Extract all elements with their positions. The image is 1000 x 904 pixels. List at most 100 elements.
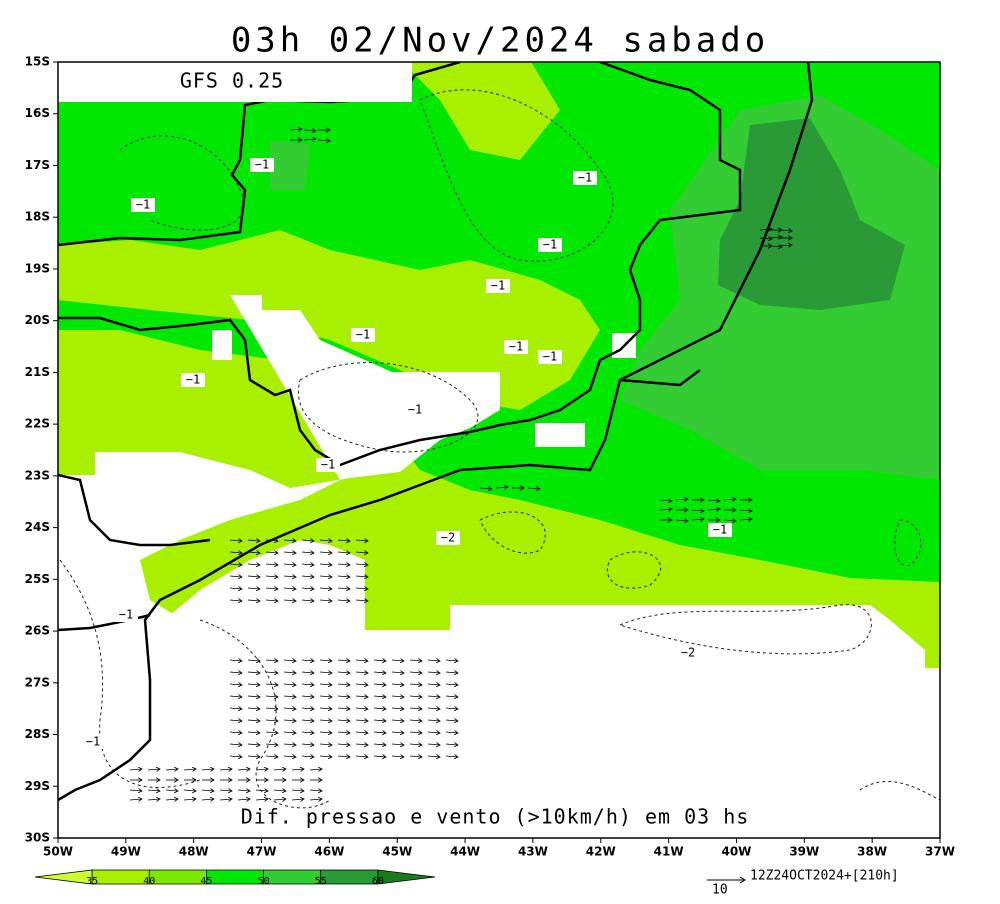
colorbar-segment [206, 869, 264, 885]
land-blank [58, 295, 500, 838]
wind-arrow [265, 576, 278, 577]
wind-arrow [291, 769, 304, 770]
y-tick-label: 27S [25, 675, 50, 689]
wind-arrow [373, 672, 386, 673]
wind-arrow [355, 600, 368, 601]
wind-arrow [337, 696, 350, 697]
y-tick-label: 25S [25, 572, 50, 586]
wind-arrow [337, 744, 350, 745]
contour-label: −1 [186, 373, 200, 387]
wind-arrow [319, 732, 332, 733]
wind-arrow [265, 672, 278, 673]
wind-arrow [355, 696, 368, 697]
map-title: 03h 02/Nov/2024 sabado [231, 21, 769, 61]
wind-arrow [283, 672, 296, 673]
wind-arrow [427, 660, 440, 661]
wind-arrow [409, 744, 422, 745]
wind-arrow [255, 790, 268, 791]
wind-arrow [319, 672, 332, 673]
wind-arrow [265, 564, 278, 565]
wind-arrow [247, 720, 260, 721]
wind-arrow [283, 660, 296, 661]
wind-arrow [147, 790, 160, 791]
wind-arrow [355, 564, 368, 565]
wind-arrow [255, 769, 268, 770]
x-tick-label: 44W [450, 845, 480, 859]
wind-arrow [229, 672, 242, 673]
wind-arrow [283, 720, 296, 721]
contour-label: −1 [356, 328, 370, 342]
colorbar-label: 40 [143, 876, 155, 887]
wind-arrow [265, 708, 278, 709]
wind-arrow [409, 672, 422, 673]
contour-label-box [316, 458, 340, 472]
wind-arrow [319, 660, 332, 661]
wind-arrow [229, 744, 242, 745]
wind-arrow [237, 799, 250, 800]
wind-arrow [229, 540, 242, 541]
wind-arrow [319, 696, 332, 697]
contour-label: −1 [408, 403, 422, 417]
wind-arrow [255, 799, 268, 800]
wind-arrow [265, 756, 278, 757]
contour-label-box [81, 735, 105, 749]
wind-arrow [265, 660, 278, 661]
wind-arrow [247, 552, 260, 553]
colorbar-label: 55 [315, 876, 327, 887]
colorbar-label: 60 [372, 876, 384, 887]
y-tick-label: 15S [25, 55, 50, 69]
wind-arrow [409, 732, 422, 733]
wind-arrow [201, 769, 214, 770]
wind-arrow [229, 732, 242, 733]
x-tick-label: 40W [721, 845, 751, 859]
wind-arrow [355, 540, 368, 541]
wind-arrow [147, 769, 160, 770]
wind-arrow [301, 744, 314, 745]
wind-arrow [691, 519, 704, 520]
wind-arrow [495, 487, 508, 488]
contour-label: −1 [578, 171, 592, 185]
wind-arrow [659, 509, 672, 510]
x-tick-label: 39W [789, 845, 819, 859]
wind-arrow [265, 732, 278, 733]
contour-label: −1 [543, 238, 557, 252]
contour-label: −1 [491, 279, 505, 293]
wind-arrow [739, 510, 752, 511]
colorbar-segment [34, 869, 93, 885]
wind-arrow [129, 769, 142, 770]
run-label: 12Z24OCT2024+[210h] [750, 869, 899, 884]
wind-arrow [265, 540, 278, 541]
wind-arrow [319, 708, 332, 709]
wind-arrow [391, 660, 404, 661]
y-tick-label: 17S [25, 158, 50, 172]
contour-label: −1 [321, 458, 335, 472]
wind-arrow [229, 756, 242, 757]
contour-label: −1 [86, 735, 100, 749]
wind-arrow [229, 660, 242, 661]
wind-arrow [445, 708, 458, 709]
wind-arrow [355, 720, 368, 721]
wind-arrow [409, 720, 422, 721]
axes: 15S 16S 17S 18S 19S 20S 21S 22S 23S 24S 25S 26S 27S 2… [25, 55, 955, 859]
wind-arrow [319, 564, 332, 565]
field-lime-patch [58, 230, 600, 410]
x-tick-label: 45W [382, 845, 412, 859]
wind-arrow [391, 672, 404, 673]
wind-arrow [201, 799, 214, 800]
y-tick-label: 30S [25, 831, 50, 845]
wind-arrow [247, 672, 260, 673]
borders [58, 62, 814, 802]
x-tick-label: 38W [857, 845, 887, 859]
y-tick-label: 21S [25, 365, 50, 379]
contour-label: −1 [543, 350, 557, 364]
y-tick-label: 20S [25, 313, 50, 327]
y-tick-label: 18S [25, 210, 50, 224]
wind-arrow [301, 732, 314, 733]
y-tick-label: 19S [25, 261, 50, 275]
wind-arrow [445, 744, 458, 745]
wind-arrow [355, 660, 368, 661]
wind-arrow [291, 799, 304, 800]
contour-label: −1 [119, 608, 133, 622]
wind-arrow [675, 499, 688, 500]
